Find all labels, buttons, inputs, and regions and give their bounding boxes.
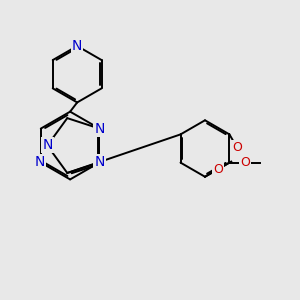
Text: N: N xyxy=(94,155,105,170)
Text: O: O xyxy=(232,141,242,154)
Text: N: N xyxy=(72,39,83,53)
Text: O: O xyxy=(213,163,223,176)
Text: N: N xyxy=(42,138,52,152)
Text: N: N xyxy=(35,155,45,170)
Text: N: N xyxy=(94,122,105,136)
Text: O: O xyxy=(240,156,250,169)
